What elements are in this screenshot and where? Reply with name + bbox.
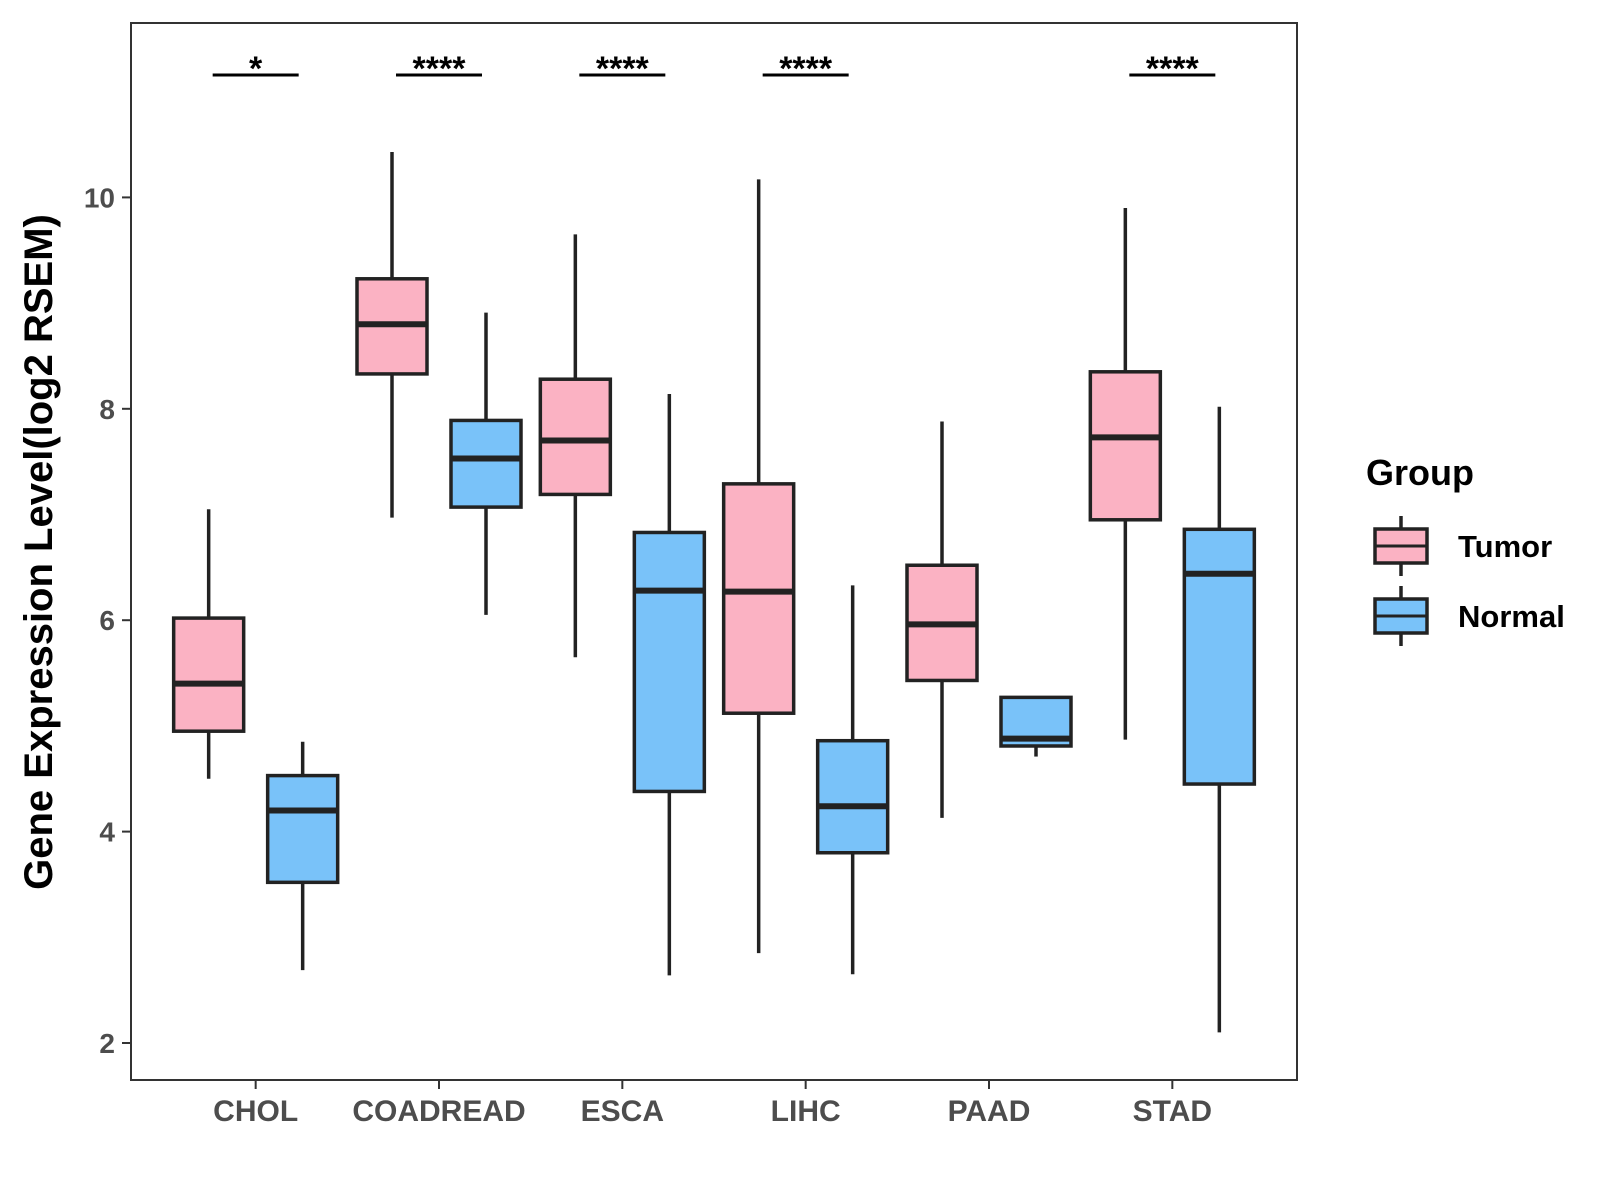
plot-panel — [130, 22, 1298, 1081]
significance-lihc: **** — [762, 50, 849, 88]
box-normal-coadread — [449, 312, 523, 615]
box-body — [1182, 527, 1257, 786]
y-tick-label: 8 — [99, 394, 115, 425]
significance-label: **** — [413, 50, 467, 88]
box-normal-lihc — [815, 585, 890, 975]
box-tumor-esca — [538, 234, 613, 658]
significance-label: * — [249, 50, 263, 88]
x-tick-label: LIHC — [771, 1095, 841, 1128]
legend-label-tumor: Tumor — [1458, 529, 1552, 564]
legend-key-normal — [1373, 586, 1429, 646]
significance-label: **** — [1146, 50, 1200, 88]
x-tick-label: COADREAD — [352, 1095, 525, 1128]
box-normal-stad — [1182, 406, 1257, 1033]
x-tick-label: STAD — [1133, 1095, 1212, 1128]
box-body — [721, 482, 796, 715]
y-axis: 2 4 6 8 10 — [84, 182, 131, 1059]
box-body — [632, 530, 707, 794]
significance-esca: **** — [579, 50, 666, 88]
x-axis: CHOL COADREAD ESCA LIHC PAAD STAD — [213, 1080, 1212, 1128]
y-axis-title: Gene Expression Level(log2 RSEM) — [17, 214, 61, 890]
box-tumor-coadread — [355, 151, 429, 518]
y-tick-label: 2 — [99, 1028, 115, 1059]
box-body — [171, 616, 246, 733]
boxes-layer — [171, 151, 1257, 1033]
box-body — [449, 418, 523, 509]
box-tumor-paad — [905, 421, 979, 818]
box-body — [815, 738, 890, 855]
legend-label-normal: Normal — [1458, 599, 1565, 634]
significance-stad: **** — [1129, 50, 1216, 88]
y-tick-label: 10 — [84, 182, 115, 213]
box-tumor-stad — [1088, 207, 1163, 740]
significance-label: **** — [596, 50, 650, 88]
significance-coadread: **** — [396, 50, 482, 88]
box-body — [538, 377, 613, 497]
y-tick-label: 4 — [99, 817, 115, 848]
legend-title: Group — [1366, 452, 1474, 493]
significance-layer: * **** **** **** **** — [212, 50, 1216, 88]
box-normal-esca — [632, 394, 707, 976]
box-tumor-lihc — [721, 179, 796, 954]
box-tumor-chol — [171, 509, 246, 779]
y-tick-label: 6 — [99, 605, 115, 636]
box-normal-chol — [265, 741, 340, 971]
box-normal-paad — [999, 695, 1073, 757]
box-body — [265, 773, 340, 885]
significance-chol: * — [212, 50, 299, 88]
x-tick-label: ESCA — [581, 1095, 664, 1128]
legend: Group Tumor Normal — [1366, 452, 1565, 646]
significance-label: **** — [779, 50, 833, 88]
legend-key-tumor — [1373, 516, 1429, 576]
box-body — [1088, 370, 1163, 522]
x-tick-label: PAAD — [948, 1095, 1031, 1128]
x-tick-label: CHOL — [213, 1095, 298, 1128]
